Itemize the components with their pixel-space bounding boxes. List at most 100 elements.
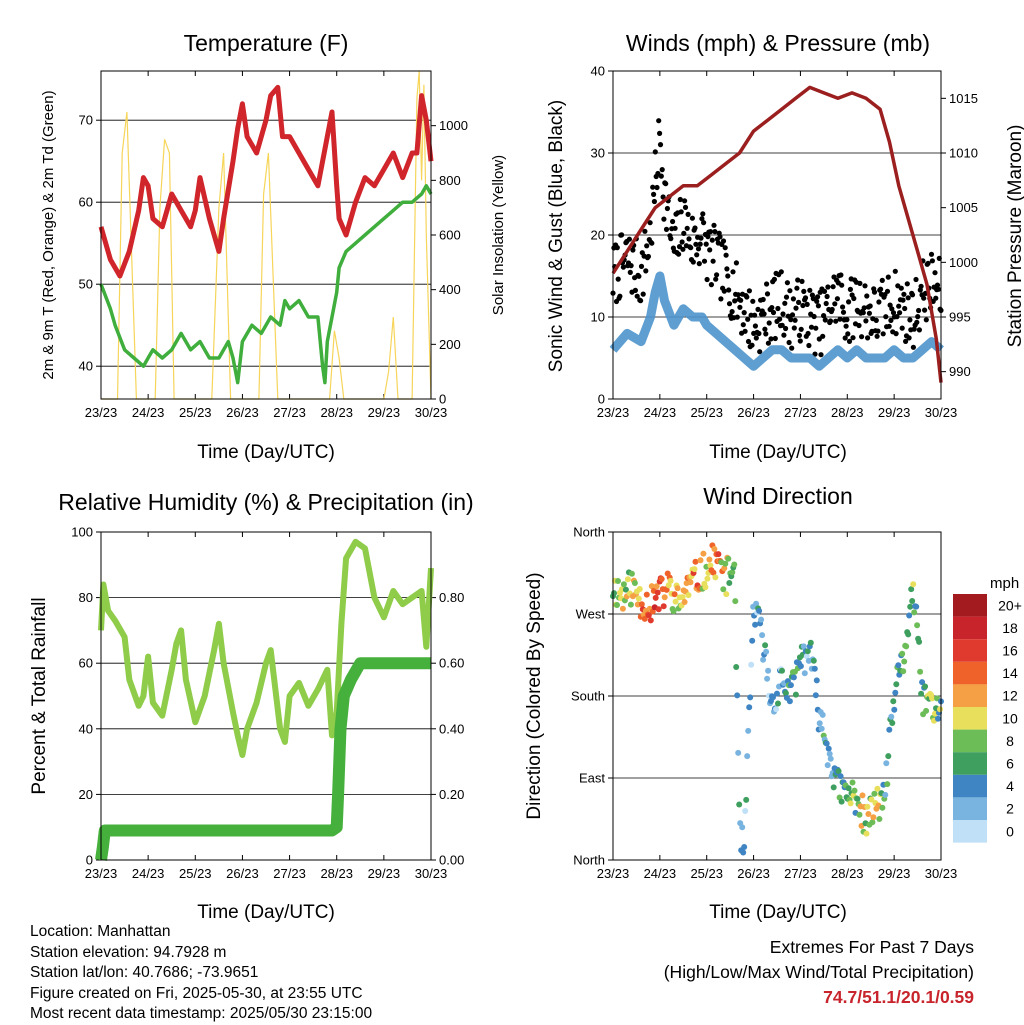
gust-point: [638, 298, 644, 304]
direction-point: [893, 681, 900, 688]
gust-point: [914, 319, 920, 325]
gust-point: [647, 220, 653, 226]
gust-point: [935, 286, 942, 292]
gust-point: [883, 314, 889, 320]
legend-swatch: [953, 729, 987, 753]
direction-point: [758, 616, 765, 623]
direction-point: [704, 575, 711, 582]
gust-point: [913, 276, 919, 283]
gust-point: [617, 293, 623, 299]
gust-point: [750, 298, 756, 304]
direction-point: [847, 800, 854, 807]
humidity-xtick-label: 25/23: [179, 866, 212, 881]
legend-label: 20+: [998, 597, 1022, 613]
winds-xtick-label: 29/23: [878, 405, 911, 420]
gust-point: [652, 149, 658, 155]
winds-xtick-label: 24/23: [644, 405, 677, 420]
gust-point: [804, 301, 810, 307]
humidity-xtick-label: 23/23: [85, 866, 118, 881]
direction-point: [661, 594, 668, 601]
direction-point: [756, 607, 763, 614]
gust-point: [701, 220, 707, 226]
humidity-xtick-label: 26/23: [226, 866, 259, 881]
gust-point: [824, 293, 830, 300]
direction-point: [811, 665, 818, 672]
gust-point: [722, 245, 728, 251]
gust-point: [879, 277, 885, 283]
direction-point: [922, 683, 929, 690]
temperature-y2tick-label: 400: [439, 282, 461, 297]
temperature-xtick-label: 25/23: [179, 405, 212, 420]
direction-point: [859, 792, 866, 799]
humidity-y2tick-label: 0.60: [439, 656, 464, 671]
direction-point: [723, 591, 730, 598]
gust-point: [659, 167, 665, 173]
dewpoint-line: [99, 184, 433, 385]
gust-point: [777, 316, 783, 322]
gust-point: [916, 327, 923, 333]
figure-created: Figure created on Fri, 2025-05-30, at 23…: [30, 984, 363, 1002]
direction-point: [722, 560, 729, 567]
gust-point: [771, 276, 778, 282]
direction-point: [849, 779, 856, 786]
winds-y2tick-label: 1015: [949, 91, 978, 106]
direction-point: [636, 586, 643, 592]
humidity-ytick-label: 60: [79, 656, 93, 671]
gust-point: [789, 345, 795, 351]
gust-point: [700, 211, 706, 217]
gust-point: [693, 241, 699, 247]
gust-point: [654, 184, 660, 191]
recent-timestamp: Most recent data timestamp: 2025/05/30 2…: [30, 1005, 373, 1022]
temperature-ylabel: 2m & 9m T (Red, Orange) & 2m Td (Green): [40, 90, 57, 379]
temperature-ytick-label: 50: [79, 277, 93, 292]
gust-point: [682, 204, 689, 210]
gust-point: [884, 288, 891, 294]
temperature-title: Temperature (F): [184, 30, 349, 56]
direction-point: [869, 819, 876, 826]
direction-point: [620, 581, 627, 588]
gust-point: [840, 304, 846, 310]
gust-point: [845, 331, 851, 337]
temperature-y2label: Solar Insolation (Yellow): [490, 155, 507, 315]
gust-point: [811, 313, 817, 320]
gust-point: [730, 269, 736, 275]
gust-point: [710, 258, 716, 264]
legend-swatch: [953, 797, 987, 820]
gust-point: [783, 325, 789, 332]
gust-point: [783, 294, 790, 300]
direction-point: [731, 561, 738, 568]
gust-point: [737, 304, 743, 310]
gust-point: [909, 292, 916, 298]
gust-point: [929, 258, 936, 264]
gust-point: [696, 261, 702, 267]
direction-point: [910, 581, 917, 588]
gust-point: [677, 196, 683, 203]
humidity-xtick-label: 28/23: [320, 866, 353, 881]
gust-point: [701, 258, 708, 264]
gust-point: [796, 299, 802, 305]
direction-point: [790, 674, 797, 681]
gust-point: [792, 317, 798, 323]
direction-point: [655, 606, 662, 613]
temperature-xtick-label: 28/23: [320, 405, 353, 420]
gust-point: [772, 335, 778, 342]
direction-point: [674, 585, 681, 592]
direction-xtick-label: 28/23: [831, 866, 864, 881]
gust-point: [663, 226, 670, 232]
gust-point: [787, 288, 793, 294]
direction-point: [739, 824, 746, 831]
direction-point: [884, 781, 891, 788]
gust-point: [859, 334, 865, 340]
direction-point: [743, 796, 750, 803]
direction-point: [871, 790, 878, 797]
gust-point: [614, 245, 620, 251]
gust-point: [638, 263, 645, 269]
gust-point: [726, 301, 733, 307]
gust-point: [781, 332, 787, 338]
humidity-y2tick-label: 0.20: [439, 787, 464, 802]
gust-point: [875, 328, 881, 334]
gust-point: [733, 260, 740, 266]
direction-point: [901, 658, 908, 665]
gust-point: [708, 282, 715, 288]
